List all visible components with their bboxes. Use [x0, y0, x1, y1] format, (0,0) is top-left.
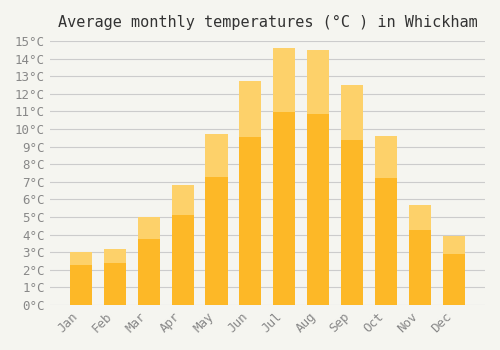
Bar	[443, 236, 465, 305]
Bar	[409, 205, 432, 305]
Bar	[375, 136, 398, 178]
Bar	[138, 217, 160, 239]
Bar	[274, 48, 295, 112]
Bar	[240, 82, 262, 305]
Bar	[138, 217, 160, 305]
Bar	[308, 50, 330, 305]
Bar	[172, 185, 194, 305]
Bar	[70, 252, 92, 305]
Bar	[104, 249, 126, 263]
Bar	[240, 82, 262, 137]
Bar	[342, 85, 363, 305]
Bar	[206, 134, 228, 305]
Bar	[375, 136, 398, 305]
Bar	[443, 236, 465, 253]
Bar	[308, 50, 330, 113]
Title: Average monthly temperatures (°C ) in Whickham: Average monthly temperatures (°C ) in Wh…	[58, 15, 478, 30]
Bar	[274, 48, 295, 305]
Bar	[342, 85, 363, 140]
Bar	[172, 185, 194, 215]
Bar	[206, 134, 228, 177]
Bar	[70, 252, 92, 265]
Bar	[409, 205, 432, 230]
Bar	[104, 249, 126, 305]
